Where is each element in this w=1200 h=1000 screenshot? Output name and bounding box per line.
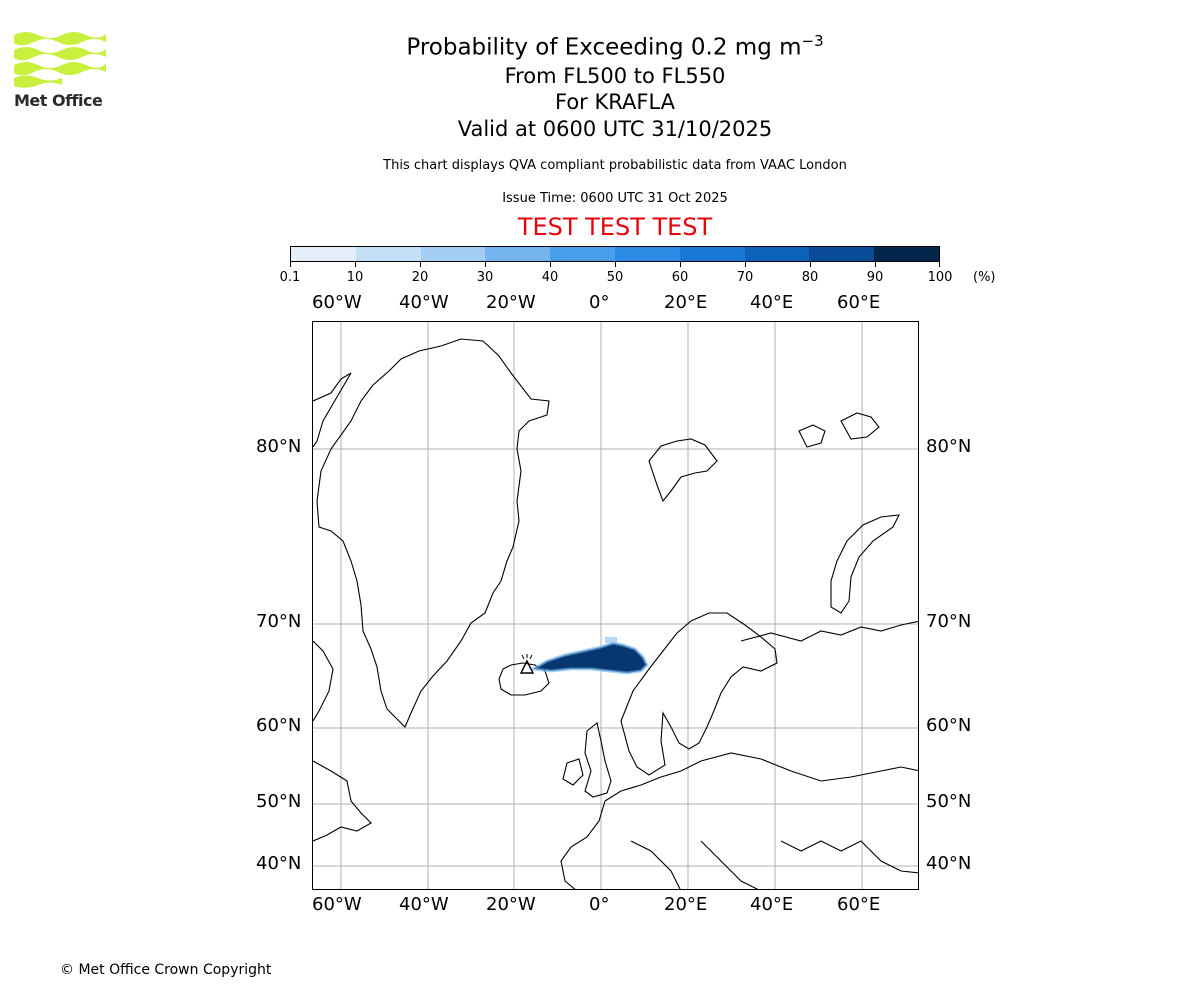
chart-title: Probability of Exceeding 0.2 mg m−3 <box>0 28 1200 61</box>
lon-label-top: 40°E <box>750 292 794 313</box>
lon-label-top: 20°W <box>486 292 536 313</box>
lon-label-bottom: 20°W <box>486 894 536 915</box>
met-office-logo: Met Office <box>14 30 106 112</box>
volcano-name: For KRAFLA <box>555 90 675 114</box>
ash-plume <box>528 637 649 675</box>
colorbar-bin <box>679 247 745 261</box>
colorbar-label: 80 <box>801 270 819 285</box>
logo-waves-icon <box>14 32 106 88</box>
colorbar-label: 70 <box>736 270 754 285</box>
copyright: © Met Office Crown Copyright <box>60 962 272 978</box>
lon-label-bottom: 40°E <box>750 894 794 915</box>
colorbar-label: 30 <box>476 270 494 285</box>
coastlines <box>313 338 918 889</box>
lat-label-left: 40°N <box>256 853 302 874</box>
lon-label-bottom: 60°W <box>312 894 362 915</box>
flight-levels: From FL500 to FL550 <box>504 64 726 88</box>
colorbar-bin <box>744 247 810 261</box>
map-canvas <box>313 322 918 889</box>
lon-label-bottom: 60°E <box>837 894 881 915</box>
volcano-marker-icon <box>519 654 535 674</box>
colorbar-label: 20 <box>411 270 429 285</box>
colorbar-bin <box>485 247 551 261</box>
colorbar-label: 0.1 <box>279 270 301 285</box>
lon-label-bottom: 40°W <box>399 894 449 915</box>
lat-label-right: 40°N <box>926 853 972 874</box>
lon-label-top: 60°E <box>837 292 881 313</box>
colorbar-bin <box>614 247 680 261</box>
test-banner: TEST TEST TEST <box>517 213 713 241</box>
colorbar-label: 50 <box>606 270 624 285</box>
colorbar-bin <box>550 247 615 261</box>
colorbar-bin <box>291 247 356 261</box>
graticule <box>313 322 918 889</box>
lon-label-top: 60°W <box>312 292 362 313</box>
logo-text: Met Office <box>14 91 103 110</box>
lat-label-left: 70°N <box>256 611 302 632</box>
colorbar-label: 40 <box>541 270 559 285</box>
description: This chart displays QVA compliant probab… <box>383 158 847 173</box>
lat-label-right: 50°N <box>926 791 972 812</box>
lat-label-right: 70°N <box>926 611 972 632</box>
issue-time: Issue Time: 0600 UTC 31 Oct 2025 <box>502 191 728 206</box>
lon-label-top: 20°E <box>664 292 708 313</box>
lat-label-left: 50°N <box>256 791 302 812</box>
colorbar-bin <box>420 247 486 261</box>
lat-label-left: 60°N <box>256 715 302 736</box>
lat-label-right: 60°N <box>926 715 972 736</box>
lat-label-right: 80°N <box>926 436 972 457</box>
colorbar-unit: (%) <box>973 270 996 285</box>
title-superscript: −3 <box>801 32 824 50</box>
lat-label-left: 80°N <box>256 436 302 457</box>
lon-label-bottom: 0° <box>589 894 610 915</box>
colorbar-label: 90 <box>866 270 884 285</box>
map-panel[interactable] <box>312 321 919 890</box>
colorbar-label: 60 <box>671 270 689 285</box>
colorbar-ticks <box>290 262 940 268</box>
valid-time: Valid at 0600 UTC 31/10/2025 <box>457 117 773 141</box>
colorbar-label: 100 <box>927 270 953 285</box>
colorbar-label: 10 <box>346 270 364 285</box>
colorbar-bin <box>874 247 939 261</box>
lon-label-top: 40°W <box>399 292 449 313</box>
colorbar-bin <box>809 247 875 261</box>
colorbar <box>290 246 940 262</box>
title-text: Probability of Exceeding 0.2 mg m <box>406 34 802 61</box>
lon-label-top: 0° <box>589 292 610 313</box>
lon-label-bottom: 20°E <box>664 894 708 915</box>
colorbar-bin <box>355 247 421 261</box>
